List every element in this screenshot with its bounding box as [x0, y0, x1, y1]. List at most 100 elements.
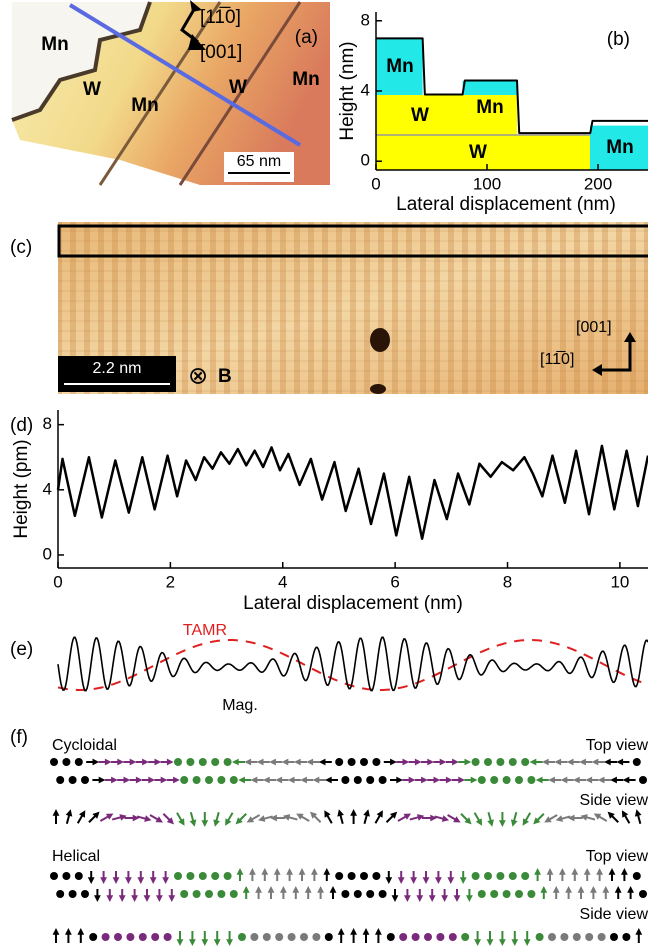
spin-dot: [496, 872, 505, 880]
spin-dot: [399, 933, 408, 941]
arrowhead: [263, 776, 270, 784]
y-tick-label: 8: [43, 414, 52, 433]
arrowhead: [281, 758, 289, 766]
arrowhead: [621, 810, 629, 818]
arrowhead: [232, 758, 239, 766]
spin-dot: [163, 933, 172, 941]
curve-label: Mag.: [222, 697, 258, 714]
spin-dot: [477, 890, 486, 898]
arrowhead: [65, 809, 73, 817]
arrowhead: [155, 816, 163, 823]
spin-dot: [508, 758, 517, 766]
spin-dot: [527, 776, 536, 784]
arrowhead: [176, 939, 184, 946]
panel-f: (f) Cycloidal Top view Side view Helical…: [10, 727, 648, 923]
arrowhead: [337, 928, 345, 935]
arrowhead: [548, 776, 555, 784]
spin-dot: [386, 933, 395, 941]
arrowhead: [225, 818, 232, 826]
arrowhead: [287, 776, 295, 784]
spin-dot: [174, 872, 182, 880]
arrowhead: [292, 886, 300, 893]
arrowhead: [427, 758, 434, 766]
scale-bar-label: 2.2 nm: [93, 360, 142, 377]
spin-dot: [335, 872, 344, 880]
arrowhead: [111, 776, 118, 784]
arrowhead: [534, 868, 541, 875]
panel-b-regions: [376, 38, 648, 170]
spin-dot: [411, 933, 420, 941]
arrowhead: [464, 817, 472, 825]
arrowhead: [118, 895, 126, 902]
arrowhead: [79, 810, 86, 818]
arrowhead: [604, 758, 611, 766]
x-tick-label: 6: [390, 572, 399, 591]
spin-dot: [217, 890, 226, 898]
arrowhead: [596, 868, 603, 875]
x-tick-label: 0: [53, 572, 62, 591]
direction-label: [001]: [200, 42, 242, 63]
arrowhead: [577, 886, 585, 893]
arrowhead: [486, 939, 494, 946]
spin-dot: [484, 872, 492, 880]
arrowhead: [304, 886, 312, 893]
arrowhead: [282, 814, 291, 821]
arrowhead: [592, 364, 602, 376]
defect: [370, 384, 386, 394]
arrowhead: [329, 886, 337, 893]
arrowhead: [565, 886, 572, 893]
arrowhead: [529, 758, 537, 766]
spin-dot: [448, 933, 457, 941]
spin-dot: [353, 890, 362, 898]
panel-label: (c): [10, 237, 32, 258]
mn-region: [376, 38, 423, 95]
arrowhead: [92, 811, 100, 819]
spin-dot: [502, 776, 511, 784]
arrowhead: [77, 928, 85, 935]
arrowhead: [267, 886, 275, 893]
arrowhead: [622, 776, 630, 784]
arrowhead: [98, 776, 106, 784]
spin-dot: [62, 758, 71, 766]
arrowhead: [132, 814, 140, 822]
arrowhead: [273, 868, 281, 875]
step-edge: [178, 1, 302, 186]
arrowhead: [634, 809, 642, 817]
arrowhead: [552, 886, 560, 893]
mn-region: [462, 80, 517, 95]
x-tick-label: 8: [503, 572, 512, 591]
spin-dot: [639, 890, 647, 898]
w-region: [376, 95, 517, 135]
spin-dot: [515, 776, 523, 784]
spin-dot: [521, 758, 530, 766]
arrowhead: [337, 809, 344, 817]
spin-dot: [68, 776, 77, 784]
x-axis-title: Lateral displacement (nm): [396, 194, 616, 215]
arrowhead: [94, 895, 101, 902]
arrowhead: [453, 816, 461, 823]
arrowhead: [554, 758, 562, 766]
spin-dot: [192, 776, 201, 784]
spin-dot: [223, 872, 232, 880]
arrowhead: [189, 819, 197, 827]
arrowhead: [585, 776, 593, 784]
spin-dot: [50, 758, 58, 766]
spin-dot: [287, 933, 296, 941]
spin-dot: [101, 933, 110, 941]
tamr-curve: [57, 639, 648, 691]
arrowhead: [523, 939, 531, 946]
spin-dot: [198, 872, 207, 880]
arrowhead: [119, 814, 127, 821]
y-tick-label: 8: [361, 10, 370, 29]
spin-dot: [174, 758, 182, 766]
panel-label: (e): [10, 639, 33, 660]
spin-dot: [74, 872, 83, 880]
step-edge: [98, 1, 222, 186]
curve-label: TAMR: [183, 622, 227, 639]
arrowhead: [296, 813, 304, 820]
arrowhead: [137, 877, 145, 884]
arrowhead: [125, 877, 132, 884]
arrowhead: [390, 758, 397, 766]
arrowhead: [441, 815, 450, 822]
arrowhead: [244, 758, 252, 766]
